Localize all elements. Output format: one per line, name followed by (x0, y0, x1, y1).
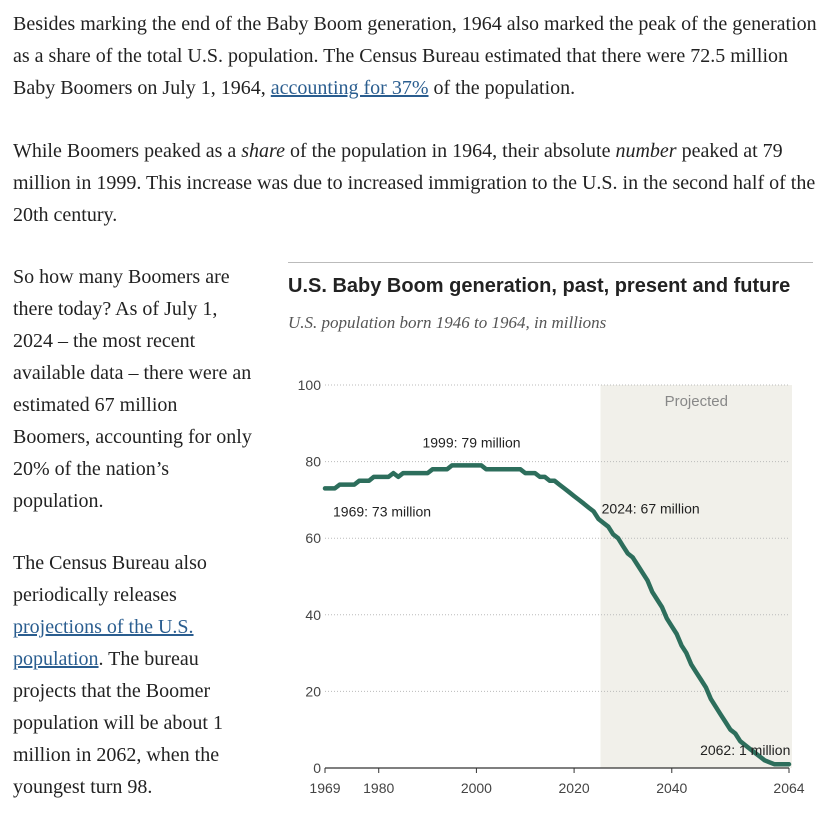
annotation-2: 2024: 67 million (602, 500, 700, 516)
paragraph-peak-share: Besides marking the end of the Baby Boom… (13, 8, 818, 104)
paragraph-peak-number-a: While Boomers peaked as a (13, 140, 242, 162)
projected-label: Projected (665, 393, 728, 410)
y-tick-label-20: 20 (305, 683, 321, 699)
paragraph-boomers-today: So how many Boomers are there today? As … (13, 266, 252, 512)
x-tick-label-2000: 2000 (461, 780, 492, 796)
paragraph-projections: The Census Bureau also periodically rele… (13, 547, 258, 803)
x-tick-label-1969: 1969 (309, 780, 340, 796)
chart-title: U.S. Baby Boom generation, past, present… (288, 275, 791, 297)
annotation-0: 1969: 73 million (333, 503, 431, 519)
annotation-3: 2062: 1 million (700, 742, 790, 758)
paragraph-peak-number: While Boomers peaked as a share of the p… (13, 135, 818, 231)
x-tick-label-2040: 2040 (656, 780, 687, 796)
link-accounting-for-37[interactable]: accounting for 37% (270, 77, 429, 99)
paragraph-projections-a: The Census Bureau also periodically rele… (13, 552, 207, 606)
x-tick-label-1980: 1980 (363, 780, 394, 796)
emphasis-share: share (241, 140, 285, 162)
series-line-0 (322, 463, 792, 767)
y-tick-label-60: 60 (305, 530, 321, 546)
emphasis-number: number (615, 140, 677, 162)
y-tick-label-80: 80 (305, 454, 321, 470)
paragraph-peak-number-c: peaked at 79 million in 1999. This incre… (13, 140, 816, 226)
link-projections-us-population[interactable]: projections of the U.S. population (13, 616, 194, 670)
x-tick-label-2064: 2064 (773, 780, 804, 796)
baby-boom-chart: U.S. Baby Boom generation, past, present… (288, 262, 813, 813)
y-tick-label-40: 40 (305, 607, 321, 623)
paragraph-projections-b: . The bureau projects that the Boomer po… (13, 648, 223, 798)
y-tick-label-0: 0 (313, 760, 321, 776)
chart-subtitle: U.S. population born 1946 to 1964, in mi… (288, 313, 607, 332)
paragraph-peak-share-end: of the population. (428, 77, 576, 99)
y-tick-label-100: 100 (298, 377, 322, 393)
paragraph-peak-number-b: of the population in 1964, their absolut… (284, 140, 616, 162)
projected-region-band (600, 385, 792, 768)
paragraph-peak-share-text: Besides marking the end of the Baby Boom… (13, 13, 817, 99)
annotation-1: 1999: 79 million (422, 434, 520, 450)
x-tick-label-2020: 2020 (559, 780, 590, 796)
